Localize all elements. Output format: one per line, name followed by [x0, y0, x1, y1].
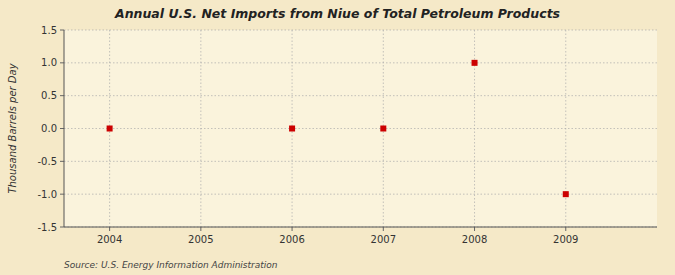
- point: [289, 126, 295, 132]
- x-tick: [565, 227, 566, 231]
- y-grid-line: [64, 161, 657, 162]
- axes: 2004 2005 2006 2007 2008 2009 -1.5 -1.0 -0.5 0.0 0…: [37, 25, 657, 246]
- title: Annual U.S. Net Imports from Niue of Tot…: [114, 6, 560, 21]
- y-tick-label: -0.5: [37, 156, 57, 167]
- y-grid-line: [64, 128, 657, 129]
- grid: [64, 30, 657, 227]
- y-grid-line: [64, 95, 657, 96]
- y-tick: [60, 95, 64, 96]
- y-grid-line: [64, 227, 657, 228]
- y-axis-label: Thousand Barrels per Day: [7, 62, 18, 193]
- x-axis-line: [64, 227, 657, 228]
- source-note: Source: U.S. Energy Information Administ…: [64, 260, 278, 270]
- y-axis-line: [64, 30, 65, 227]
- y-tick-label: 0.5: [41, 90, 57, 101]
- plot-background: [64, 30, 657, 227]
- y-tick: [60, 62, 64, 63]
- x-tick: [200, 227, 201, 231]
- x-tick-label: 2005: [188, 234, 213, 245]
- chart-container: 2004 2005 2006 2007 2008 2009 -1.5 -1.0 -0.5 0.0 0…: [0, 0, 675, 275]
- y-tick: [60, 161, 64, 162]
- y-tick-label: 0.0: [41, 123, 57, 134]
- y-tick-label: -1.5: [37, 222, 57, 233]
- points: [107, 60, 569, 197]
- y-tick-label: 1.0: [41, 57, 57, 68]
- x-tick-label: 2006: [279, 234, 304, 245]
- x-tick-label: 2007: [371, 234, 396, 245]
- y-tick-label: 1.5: [41, 25, 57, 36]
- point: [563, 191, 569, 197]
- background: [0, 0, 675, 275]
- x-tick-label: 2004: [97, 234, 122, 245]
- x-tick-label: 2009: [553, 234, 578, 245]
- chart-svg: 2004 2005 2006 2007 2008 2009 -1.5 -1.0 -0.5 0.0 0…: [0, 0, 675, 275]
- point: [472, 60, 478, 66]
- y-tick: [60, 227, 64, 228]
- point: [380, 126, 386, 132]
- x-tick: [383, 227, 384, 231]
- y-tick: [60, 30, 64, 31]
- y-grid-line: [64, 62, 657, 63]
- point: [107, 126, 113, 132]
- x-tick: [109, 227, 110, 231]
- x-tick: [474, 227, 475, 231]
- y-tick: [60, 194, 64, 195]
- x-tick: [292, 227, 293, 231]
- x-tick-label: 2008: [462, 234, 487, 245]
- y-tick-label: -1.0: [37, 189, 57, 200]
- y-tick: [60, 128, 64, 129]
- y-grid-line: [64, 30, 657, 31]
